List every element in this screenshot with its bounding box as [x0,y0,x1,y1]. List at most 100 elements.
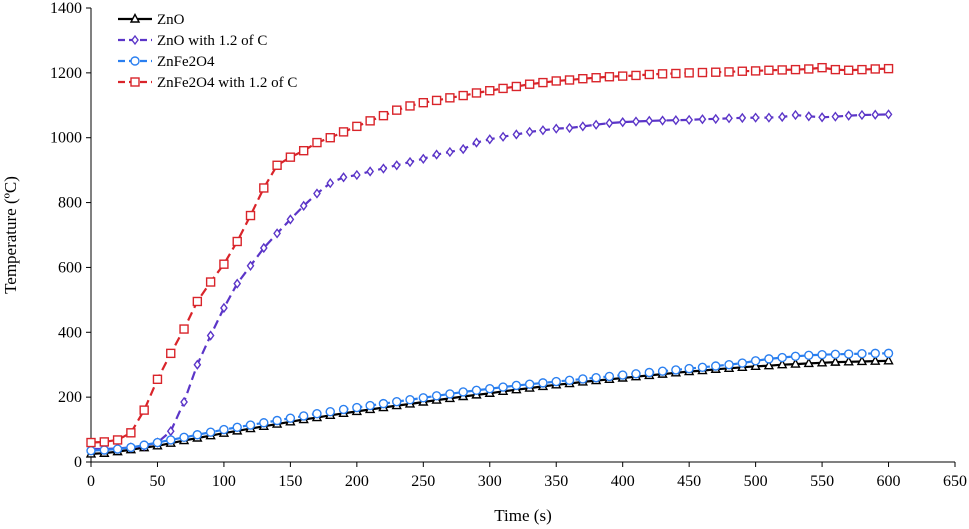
data-point [365,116,375,126]
data-point [273,228,281,239]
data-point [219,424,229,435]
data-point [259,418,269,428]
data-point [472,137,481,148]
data-point [632,116,640,127]
data-point [803,357,814,368]
data-point [379,163,388,174]
data-point [325,133,335,143]
data-point [790,64,801,75]
data-point [352,121,362,132]
data-point [844,110,853,121]
legend-marker [129,13,141,23]
data-point [152,437,163,448]
data-point [552,123,561,134]
data-point [179,432,189,443]
data-point [657,69,668,79]
data-point [419,153,428,164]
data-point [818,112,826,123]
data-point [750,66,761,76]
y-tick-label: 1400 [50,0,82,17]
data-point [858,109,866,121]
data-point [392,396,402,407]
x-axis-title: Time (s) [494,506,551,525]
data-point [180,396,188,408]
data-point [750,356,761,366]
data-point [883,63,894,74]
data-point [126,442,136,453]
data-point [551,376,561,387]
data-point [804,111,813,122]
data-point [312,408,322,419]
data-point [591,372,601,383]
data-point [816,356,828,367]
data-point [804,350,814,361]
x-tick-label: 300 [478,473,502,490]
data-point [206,330,215,341]
data-point [220,302,228,314]
data-point [245,210,256,221]
x-tick-label: 450 [677,473,701,490]
x-tick-label: 600 [877,473,901,490]
data-point [485,85,495,96]
data-point [684,363,694,374]
data-point [605,117,614,129]
data-point [246,260,255,271]
data-point [192,430,203,440]
data-point [830,64,841,75]
data-point [446,146,454,158]
data-point [205,277,216,287]
data-point [617,71,628,81]
data-point [724,360,734,370]
data-point [750,360,761,371]
data-point [298,145,309,156]
legend: ZnO ZnO with 1.2 of C ZnFe2O4 ZnFe2O4 with … [118,12,297,91]
data-point [445,389,455,399]
data-point [498,382,508,392]
data-point [112,435,123,445]
data-point [778,111,787,123]
data-point [711,361,721,371]
data-point [431,95,442,106]
series-layer [85,62,894,458]
legend-marker [130,56,140,66]
data-point [564,75,575,85]
data-point [193,359,202,370]
y-tick-label: 800 [58,195,82,212]
data-point [99,437,109,447]
x-tick-label: 100 [212,473,236,490]
y-ticks: 0 200 400 600 800 1000 1200 1400 [50,0,91,471]
data-point [498,83,508,94]
data-point [392,160,401,171]
data-point [338,404,349,415]
data-point [737,66,748,76]
data-point [418,393,429,403]
data-point [883,348,894,359]
x-tick-label: 350 [544,473,568,490]
data-point [139,440,149,450]
data-point [565,122,574,134]
data-point [777,352,787,363]
data-point [830,356,841,366]
data-point [711,67,721,77]
data-point [790,351,801,361]
data-point [179,324,189,334]
data-point [604,371,615,382]
y-tick-label: 0 [74,454,82,471]
data-point [777,65,787,75]
data-point [272,415,282,426]
data-point [485,134,494,145]
data-point [790,358,801,368]
data-point [99,445,109,455]
data-point [499,131,507,142]
y-tick-label: 1200 [50,65,82,82]
data-point [392,105,402,115]
data-point [233,278,242,289]
data-point [817,62,827,73]
data-point [725,113,733,124]
data-point [219,259,229,269]
data-point [431,391,442,401]
data-point [857,64,867,75]
legend-marker [131,34,139,46]
